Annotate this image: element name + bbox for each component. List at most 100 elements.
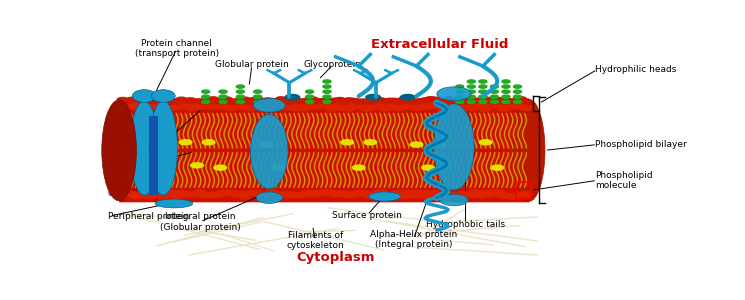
Circle shape (260, 142, 273, 147)
Circle shape (483, 192, 495, 197)
Circle shape (519, 105, 532, 110)
Circle shape (270, 192, 283, 197)
Circle shape (433, 104, 446, 109)
Circle shape (216, 191, 229, 196)
Circle shape (502, 100, 510, 103)
Circle shape (367, 100, 377, 104)
Circle shape (490, 90, 498, 93)
Circle shape (415, 102, 428, 107)
Circle shape (374, 102, 387, 107)
Circle shape (256, 193, 269, 198)
Circle shape (502, 95, 510, 98)
Ellipse shape (440, 194, 468, 206)
Bar (516, 182, 530, 199)
Circle shape (125, 102, 138, 107)
Circle shape (302, 98, 314, 102)
Circle shape (393, 105, 405, 110)
Circle shape (339, 100, 350, 104)
Circle shape (212, 192, 224, 197)
Circle shape (490, 100, 498, 103)
Circle shape (131, 97, 142, 101)
Circle shape (402, 190, 414, 195)
Circle shape (234, 192, 247, 197)
Circle shape (171, 100, 183, 104)
Circle shape (162, 190, 174, 195)
Text: Extracellular Fluid: Extracellular Fluid (371, 38, 508, 51)
Circle shape (467, 80, 475, 83)
Circle shape (410, 105, 423, 110)
Circle shape (490, 85, 498, 88)
Circle shape (202, 95, 210, 98)
Circle shape (288, 106, 301, 111)
Circle shape (439, 100, 449, 104)
Circle shape (293, 193, 305, 198)
Circle shape (361, 192, 373, 197)
Circle shape (234, 103, 247, 108)
Circle shape (428, 190, 441, 195)
Circle shape (334, 103, 346, 108)
Circle shape (302, 104, 314, 109)
Circle shape (229, 192, 242, 197)
Circle shape (149, 98, 159, 102)
Circle shape (513, 85, 522, 88)
Circle shape (116, 190, 129, 196)
Circle shape (338, 106, 351, 111)
Circle shape (236, 95, 244, 98)
Circle shape (139, 103, 151, 108)
Ellipse shape (369, 192, 401, 201)
Circle shape (219, 95, 227, 98)
Circle shape (280, 100, 291, 105)
Circle shape (180, 99, 191, 103)
Circle shape (489, 100, 499, 104)
Circle shape (221, 97, 232, 101)
Circle shape (253, 98, 264, 102)
Circle shape (258, 100, 268, 104)
Circle shape (266, 190, 279, 195)
Circle shape (175, 104, 188, 109)
Circle shape (279, 105, 292, 110)
Circle shape (478, 106, 491, 111)
Text: Glycolipid: Glycolipid (107, 189, 153, 198)
Circle shape (180, 103, 192, 108)
Circle shape (456, 90, 464, 93)
Circle shape (143, 104, 156, 110)
Circle shape (357, 100, 368, 104)
Circle shape (293, 105, 305, 110)
Circle shape (520, 100, 531, 104)
Circle shape (236, 90, 244, 93)
Circle shape (515, 192, 527, 197)
Circle shape (419, 191, 432, 196)
Circle shape (397, 194, 410, 199)
Circle shape (384, 103, 396, 108)
Circle shape (311, 190, 323, 196)
Circle shape (167, 99, 178, 104)
Circle shape (479, 140, 492, 145)
Ellipse shape (151, 90, 175, 102)
Circle shape (510, 194, 523, 199)
Circle shape (424, 193, 437, 198)
Circle shape (271, 99, 282, 103)
Circle shape (166, 105, 179, 110)
Circle shape (447, 106, 460, 111)
Text: Alpha-Helix protein
(Integral protein): Alpha-Helix protein (Integral protein) (370, 230, 457, 249)
Ellipse shape (400, 94, 416, 101)
Circle shape (364, 140, 377, 145)
Text: Surface protein: Surface protein (332, 211, 402, 220)
Ellipse shape (437, 87, 471, 101)
Circle shape (199, 100, 209, 105)
Circle shape (315, 191, 328, 196)
Circle shape (208, 97, 218, 101)
Circle shape (285, 100, 296, 104)
Text: Globular protein: Globular protein (215, 60, 289, 69)
Circle shape (461, 100, 472, 104)
Circle shape (470, 98, 481, 103)
Circle shape (279, 192, 292, 197)
Circle shape (506, 102, 519, 107)
Circle shape (519, 192, 532, 197)
Circle shape (335, 98, 346, 102)
Circle shape (221, 190, 233, 195)
Ellipse shape (365, 94, 381, 101)
Circle shape (422, 165, 434, 170)
Circle shape (465, 193, 478, 198)
Circle shape (475, 98, 486, 103)
